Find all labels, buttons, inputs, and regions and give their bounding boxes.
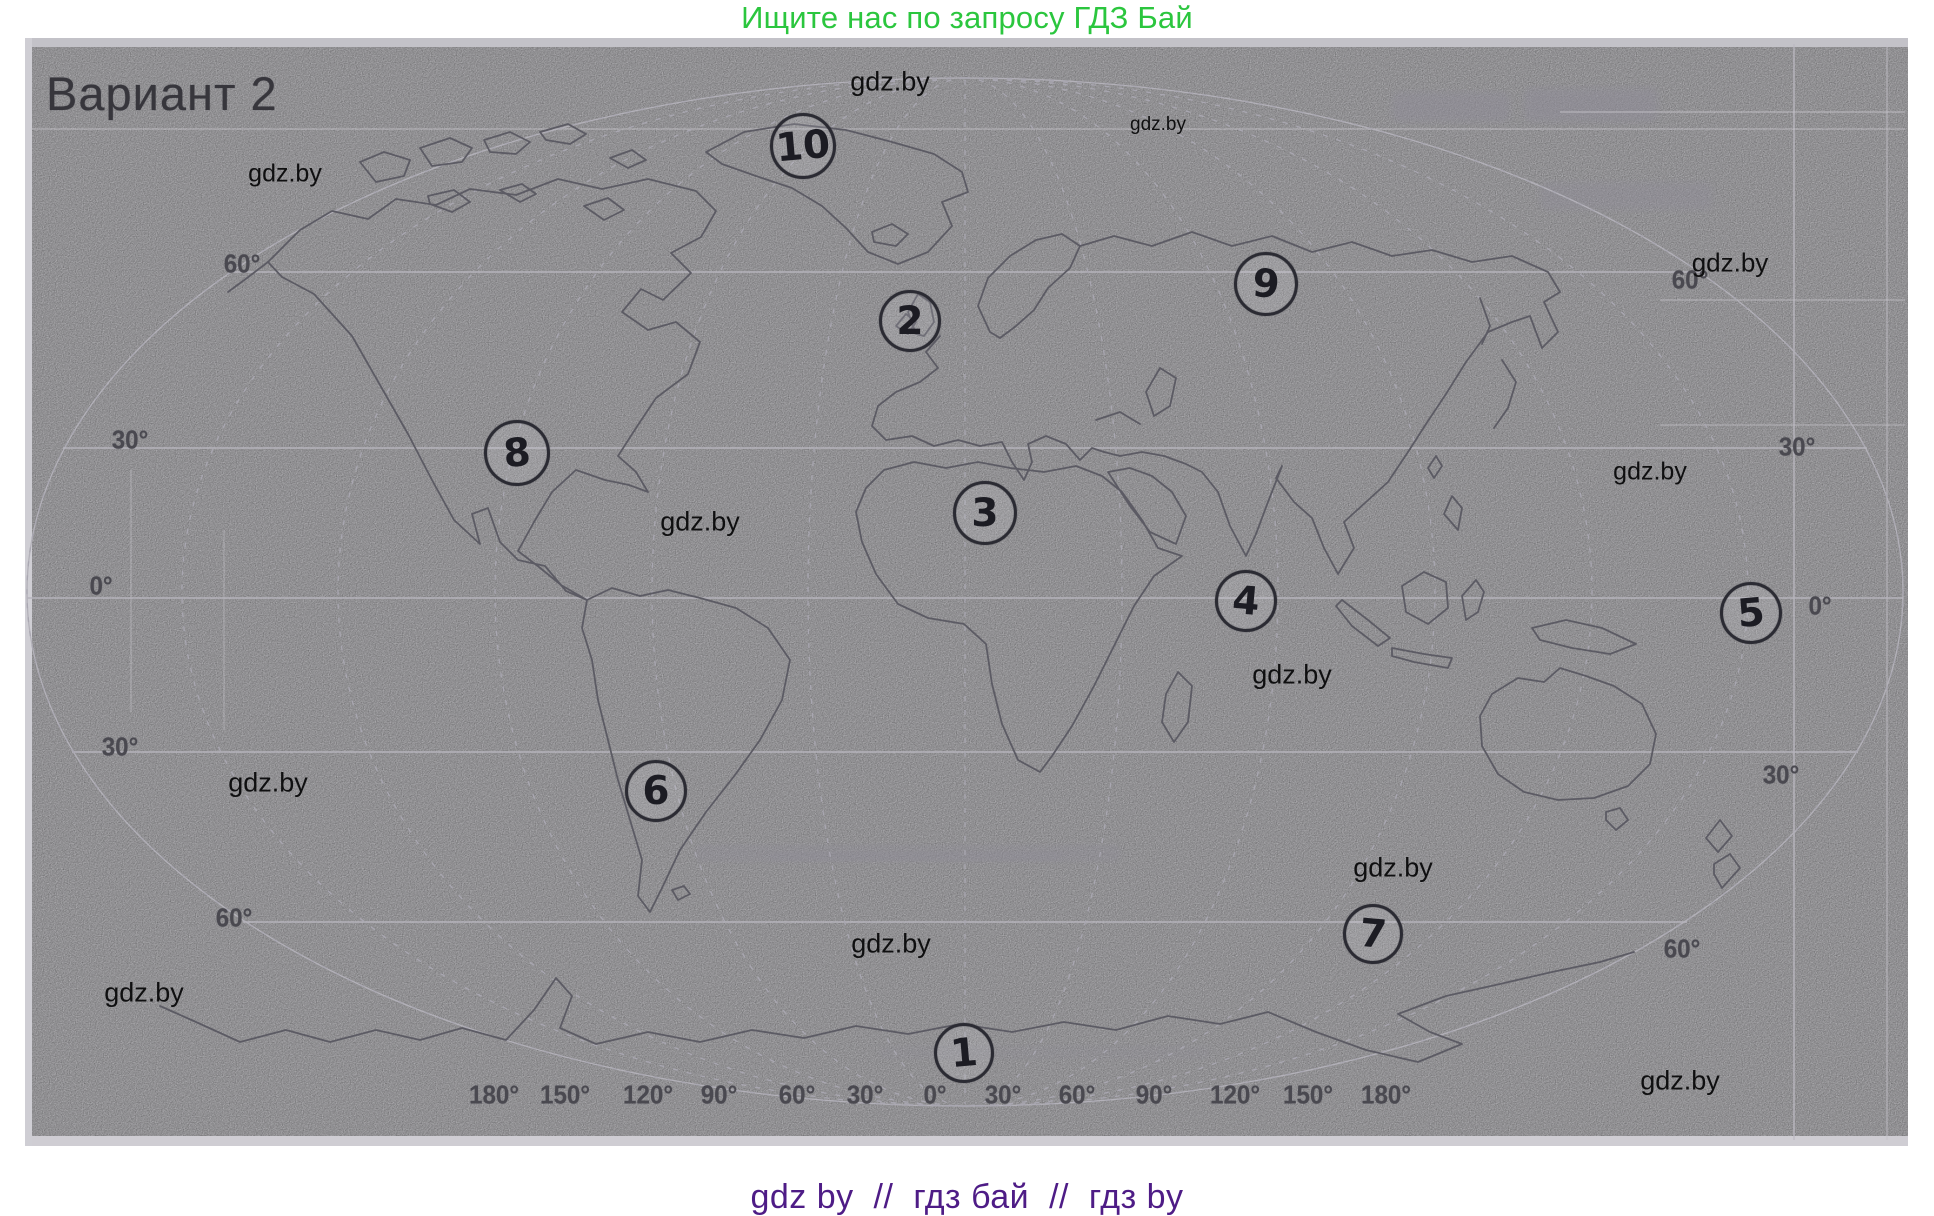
longitude-label: 30° bbox=[984, 1079, 1022, 1110]
gdzby-watermark: gdz.by bbox=[1353, 852, 1433, 883]
map-graticule bbox=[26, 77, 1904, 1107]
latitude-label: 30° bbox=[101, 731, 139, 762]
longitude-label: 60° bbox=[778, 1079, 816, 1110]
longitude-label: 150° bbox=[1282, 1079, 1334, 1110]
latitude-label: 0° bbox=[1808, 590, 1832, 621]
longitude-label: 60° bbox=[1058, 1079, 1096, 1110]
scan-paper bbox=[25, 38, 1908, 1146]
gdzby-watermark: gdz.by bbox=[660, 506, 740, 537]
gdzby-watermark: gdz.by bbox=[850, 66, 930, 97]
gdzby-watermark: gdz.by bbox=[228, 767, 308, 798]
latitude-label: 60° bbox=[215, 902, 253, 933]
gdzby-watermark: gdz.by bbox=[1613, 457, 1687, 486]
longitude-label: 90° bbox=[700, 1079, 738, 1110]
gdzby-watermark: gdz.by bbox=[1252, 659, 1332, 690]
latitude-label: 30° bbox=[111, 424, 149, 455]
longitude-label: 120° bbox=[1209, 1079, 1261, 1110]
longitude-label: 180° bbox=[1360, 1079, 1412, 1110]
gdzby-watermark: gdz.by bbox=[851, 928, 931, 959]
longitude-label: 90° bbox=[1135, 1079, 1173, 1110]
map-number-marker: 2 bbox=[879, 290, 941, 352]
gdzby-watermark: gdz.by bbox=[1130, 114, 1186, 135]
longitude-label: 0° bbox=[923, 1079, 947, 1110]
promo-banner-text: Ищите нас по запросу ГДЗ Бай bbox=[741, 0, 1193, 35]
longitude-label: 180° bbox=[468, 1079, 520, 1110]
latitude-label: 60° bbox=[1671, 264, 1709, 295]
latitude-label: 60° bbox=[1663, 933, 1701, 964]
bleed-through-artifacts bbox=[30, 44, 1905, 1140]
longitude-label: 120° bbox=[622, 1079, 674, 1110]
variant-title: Вариант 2 bbox=[46, 67, 278, 120]
latitude-label: 30° bbox=[1762, 759, 1800, 790]
latitude-label: 60° bbox=[223, 248, 261, 279]
longitude-label: 30° bbox=[846, 1079, 884, 1110]
gdzby-watermark: gdz.by bbox=[248, 159, 322, 188]
latitude-label: 0° bbox=[89, 570, 113, 601]
gdzby-watermark: gdz.by bbox=[1640, 1065, 1720, 1096]
continent-outlines bbox=[159, 123, 1741, 1063]
footer-keywords: gdz by // гдз бай // гдз by bbox=[750, 1178, 1184, 1216]
latitude-label: 30° bbox=[1778, 431, 1816, 462]
map-number-marker: 3 bbox=[953, 481, 1017, 545]
longitude-label: 150° bbox=[539, 1079, 591, 1110]
gdzby-watermark: gdz.by bbox=[1691, 247, 1769, 278]
map-number-marker: 6 bbox=[625, 760, 687, 822]
gdzby-watermark: gdz.by bbox=[104, 977, 184, 1008]
